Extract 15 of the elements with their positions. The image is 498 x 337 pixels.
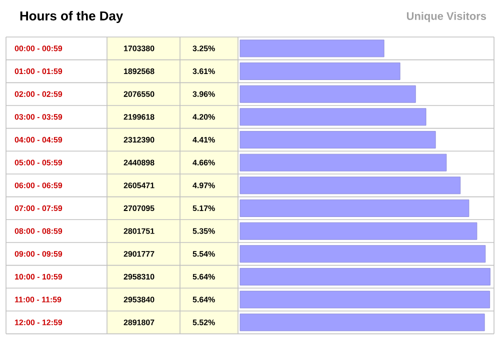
bar — [240, 222, 478, 240]
text: Hours of the Day — [20, 10, 124, 24]
bar — [240, 176, 461, 194]
bar — [240, 154, 447, 172]
bar — [240, 245, 486, 263]
bar — [240, 85, 416, 103]
bar — [240, 290, 490, 308]
bar — [240, 314, 485, 332]
bar — [240, 268, 490, 286]
bar — [240, 131, 436, 148]
bar — [240, 200, 470, 217]
bar — [240, 108, 426, 126]
bar — [240, 40, 384, 58]
bar — [240, 62, 400, 80]
x-axis-title: Unique Visitors — [406, 12, 486, 22]
